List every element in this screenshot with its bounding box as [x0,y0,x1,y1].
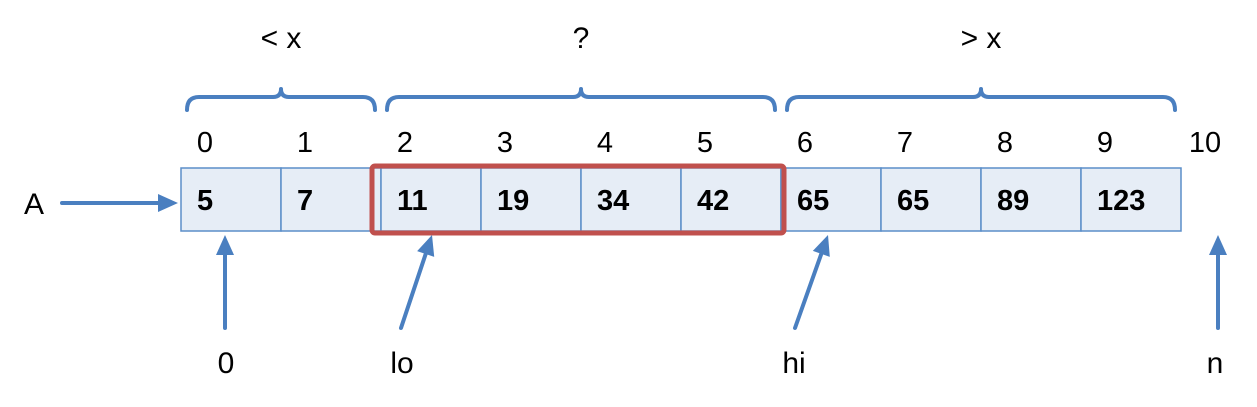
pointer-arrow-head [417,235,435,257]
region-brace [785,87,1177,112]
index-label: 2 [397,127,413,159]
index-label: 10 [1189,127,1221,159]
cell-value: 42 [697,185,729,217]
highlight-box [369,163,787,236]
region-label: < x [261,22,302,55]
array-arrow-head [158,194,178,212]
array-cells: 5 7 11 19 34 42 65 65 89 123 [180,167,1182,232]
index-label: 9 [1097,127,1113,159]
cell-value: 11 [397,185,428,217]
index-label: 4 [597,127,613,159]
cell-value: 7 [297,185,313,217]
array-cell [380,167,482,232]
array-cell [980,167,1082,232]
index-label: 8 [997,127,1013,159]
array-cell [280,167,382,232]
index-label: 0 [197,127,213,159]
region-brace [385,87,777,112]
cell-value: 34 [597,185,629,217]
cell-value: 123 [1097,185,1145,217]
pointer-label: 0 [218,347,235,380]
array-cell [780,167,882,232]
pointer-arrow-head [812,235,830,257]
index-label: 7 [897,127,913,159]
cell-value: 19 [497,185,529,217]
pointer-arrow-head [1209,235,1227,255]
array-cell [180,167,282,232]
region-brace [185,87,377,112]
pointer-arrow-head [216,235,234,255]
pointers: 0 lo hi n [216,235,1227,380]
cell-value: 65 [797,185,829,217]
pointer-label: hi [782,347,805,380]
array-cell [880,167,982,232]
pointer-label: n [1207,347,1224,380]
region-braces [185,87,1177,112]
array-cell [1080,167,1182,232]
index-labels: 0 1 2 3 4 5 6 7 8 9 10 [197,127,1221,159]
highlight-group [369,163,787,236]
pointer-arrow-shaft [793,251,824,330]
region-labels: < x? > x [261,22,1002,55]
pointer-arrow-shaft [399,251,428,330]
cell-value: 89 [997,185,1029,217]
array-name: A [24,188,44,221]
array-cell [680,167,782,232]
array-cell [480,167,582,232]
pointer-label: lo [390,347,413,380]
index-label: 5 [697,127,713,159]
cell-value: 65 [897,185,929,217]
index-label: 6 [797,127,813,159]
array-cell [580,167,682,232]
cell-value: 5 [197,185,213,217]
region-label: ? [573,22,590,55]
region-label: > x [961,22,1002,55]
index-label: 3 [497,127,513,159]
index-label: 1 [297,127,313,159]
array-name-group: A [24,188,178,221]
